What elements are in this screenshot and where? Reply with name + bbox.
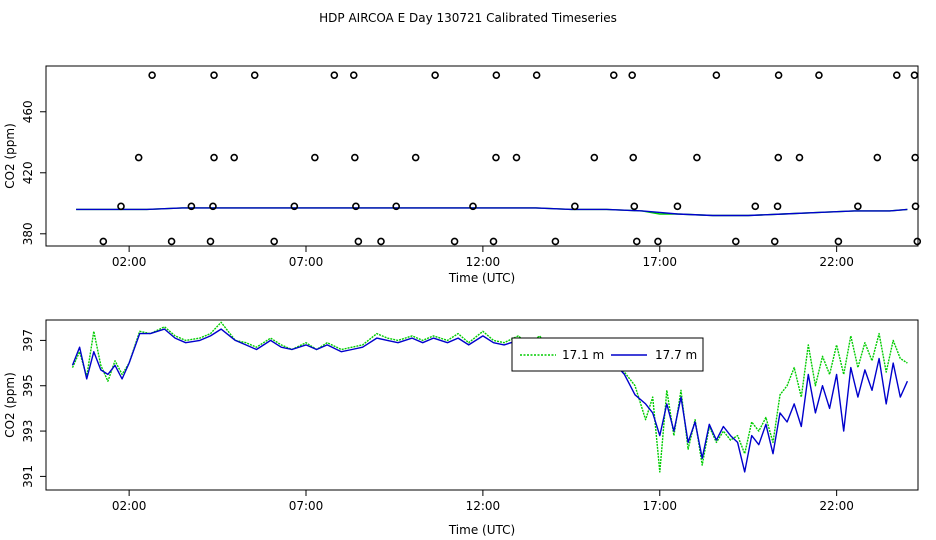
x-tick-label: 07:00 xyxy=(289,255,324,269)
y-tick-label: 395 xyxy=(21,374,35,397)
calibration-point xyxy=(873,153,882,162)
x-tick-label: 17:00 xyxy=(642,255,677,269)
panel-bottom-y-label: CO2 (ppm) xyxy=(3,372,17,438)
calibration-point xyxy=(411,153,420,162)
calibration-point xyxy=(773,202,782,211)
panel-top-y-label: CO2 (ppm) xyxy=(3,123,17,189)
calibration-point xyxy=(892,71,901,79)
x-tick-label: 12:00 xyxy=(466,255,501,269)
calibration-point xyxy=(392,202,401,211)
legend: 17.1 m 17.7 m xyxy=(511,337,704,372)
calibration-point xyxy=(632,237,641,246)
calibration-point xyxy=(590,153,599,162)
calibration-point xyxy=(377,237,385,246)
calibration-point xyxy=(630,202,639,211)
panel-top-plot-area xyxy=(76,71,922,246)
calibration-point xyxy=(134,153,143,162)
x-tick-label: 02:00 xyxy=(112,499,147,513)
legend-label-series-1: 17.1 m xyxy=(562,348,604,362)
calibration-point xyxy=(167,237,176,246)
page-title: HDP AIRCOA E Day 130721 Calibrated Times… xyxy=(319,11,617,25)
calibration-point xyxy=(913,237,922,246)
y-tick-label: 460 xyxy=(21,100,35,123)
calibration-point xyxy=(209,202,217,211)
calibration-point xyxy=(431,71,439,79)
calibration-point xyxy=(693,153,701,162)
legend-label-series-2: 17.7 m xyxy=(655,348,697,362)
calibration-point xyxy=(732,237,740,246)
panel-bottom-y-axis: 391 393 395 397 xyxy=(21,329,46,488)
calibration-point xyxy=(187,202,196,211)
calibration-point xyxy=(911,202,920,211)
calibration-point xyxy=(629,153,638,162)
y-tick-label: 391 xyxy=(21,465,35,488)
calibration-point xyxy=(148,71,156,79)
calibration-point xyxy=(910,71,919,79)
y-tick-label: 380 xyxy=(21,222,35,245)
calibration-point xyxy=(770,237,779,246)
calibration-point xyxy=(854,202,862,211)
calibration-point xyxy=(571,202,579,211)
calibration-point xyxy=(551,237,560,246)
panel-bottom-x-axis: 02:00 07:00 12:00 17:00 22:00 xyxy=(112,490,854,513)
calibration-point xyxy=(774,71,783,79)
calibration-point xyxy=(351,153,359,162)
panel-bottom-plot-area xyxy=(71,321,909,473)
calibration-point xyxy=(210,71,218,79)
panel-bottom-frame xyxy=(45,319,919,491)
calibration-point xyxy=(609,71,618,79)
calibration-point xyxy=(911,153,919,162)
calibration-point xyxy=(311,153,319,162)
y-tick-label: 397 xyxy=(21,329,35,352)
calibration-point xyxy=(450,237,459,246)
x-tick-label: 07:00 xyxy=(289,499,324,513)
calibration-point xyxy=(492,71,501,79)
calibration-point xyxy=(99,237,108,246)
x-tick-label: 22:00 xyxy=(819,255,854,269)
calibration-point xyxy=(352,202,360,211)
calibration-point xyxy=(628,71,636,79)
calibration-point xyxy=(270,237,278,246)
calibration-point xyxy=(815,71,823,79)
panel-top-frame xyxy=(45,65,919,247)
series-line-2 xyxy=(71,328,909,473)
calibration-point xyxy=(774,153,783,162)
calibration-point xyxy=(290,202,299,211)
series-line-1 xyxy=(71,321,908,473)
y-tick-label: 393 xyxy=(21,420,35,443)
calibration-point xyxy=(654,237,662,246)
calibration-point xyxy=(834,237,843,246)
calibration-point xyxy=(512,153,521,162)
calibration-point xyxy=(349,71,358,79)
y-tick-label: 420 xyxy=(21,161,35,184)
calibration-point xyxy=(230,153,238,162)
calibration-point xyxy=(117,202,125,211)
panel-bottom-x-label: Time (UTC) xyxy=(448,523,515,537)
calibration-point xyxy=(206,237,215,246)
calibration-point xyxy=(250,71,259,79)
calibration-point xyxy=(795,153,804,162)
calibration-point xyxy=(673,202,682,211)
x-tick-label: 02:00 xyxy=(112,255,147,269)
x-tick-label: 22:00 xyxy=(819,499,854,513)
panel-top-y-axis: 380 420 460 xyxy=(21,100,46,245)
calibration-point xyxy=(532,71,541,79)
panel-top-x-axis: 02:00 07:00 12:00 17:00 22:00 xyxy=(112,246,854,269)
calibration-point xyxy=(489,237,498,246)
calibration-point xyxy=(210,153,218,162)
calibration-point xyxy=(712,71,721,79)
series-line-2 xyxy=(76,207,908,217)
calibration-point xyxy=(330,71,339,79)
calibration-point xyxy=(751,202,760,211)
calibration-point xyxy=(492,153,500,162)
calibration-point xyxy=(469,202,477,211)
x-tick-label: 17:00 xyxy=(642,499,677,513)
calibration-point xyxy=(354,237,363,246)
legend-box xyxy=(511,337,704,372)
x-tick-label: 12:00 xyxy=(466,499,501,513)
panel-top-x-label: Time (UTC) xyxy=(448,271,515,285)
